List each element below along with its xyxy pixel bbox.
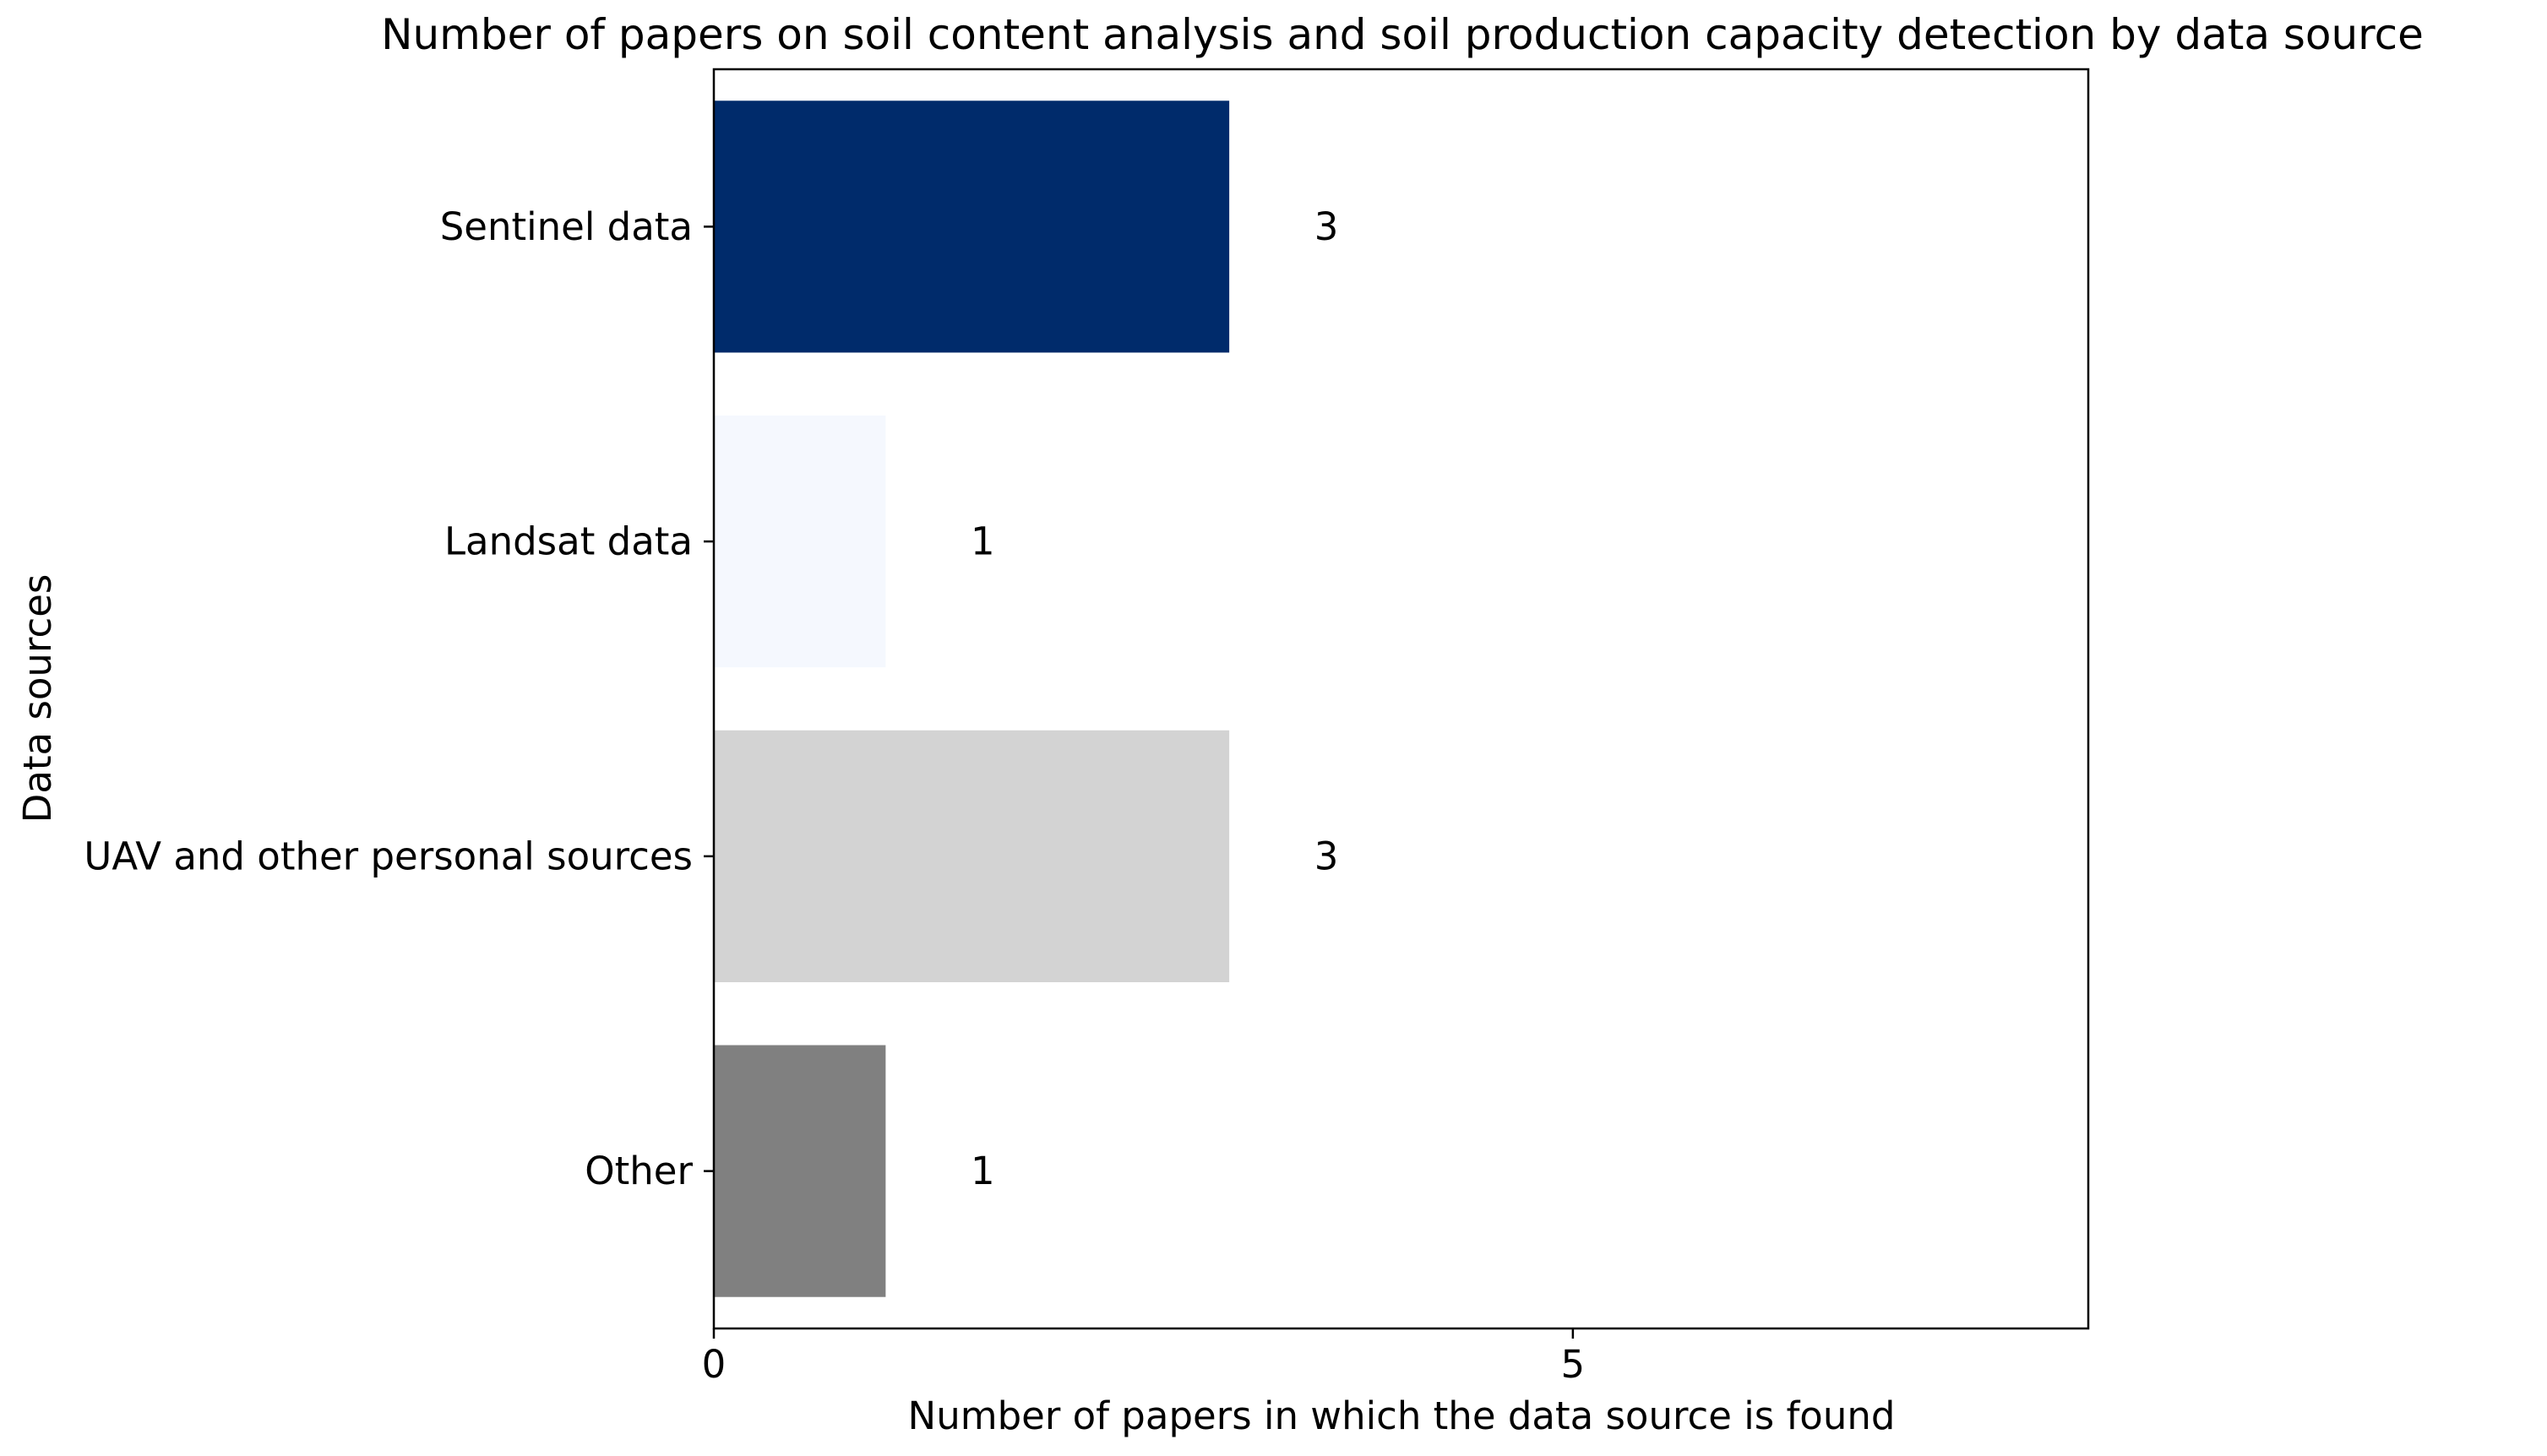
data-label-2: 3 <box>1314 834 1339 878</box>
plot-area-frame <box>712 68 2090 1330</box>
bar-0 <box>714 101 1230 353</box>
x-tick-label-1: 5 <box>1561 1342 1586 1387</box>
x-tick-label-0: 0 <box>702 1342 727 1387</box>
data-label-1: 1 <box>971 519 995 564</box>
bar-1 <box>714 416 886 668</box>
chart-title: Number of papers on soil content analysi… <box>381 10 2424 59</box>
y-tick-label-2: UAV and other personal sources <box>84 834 693 878</box>
y-tick-label-1: Landsat data <box>444 519 693 564</box>
data-label-0: 3 <box>1314 204 1339 249</box>
data-labels-layer: 3 1 3 1 <box>971 204 1338 1193</box>
y-tick-label-3: Other <box>585 1149 693 1193</box>
y-tick-label-0: Sentinel data <box>440 204 693 249</box>
x-axis-label: Number of papers in which the data sourc… <box>908 1394 1896 1438</box>
bar-2 <box>714 730 1230 982</box>
bars-layer <box>714 101 1230 1297</box>
data-label-3: 1 <box>971 1149 995 1193</box>
y-axis-ticks: Sentinel data Landsat data UAV and other p… <box>84 204 714 1193</box>
bar-3 <box>714 1045 886 1297</box>
y-axis-label: Data sources <box>15 574 60 823</box>
